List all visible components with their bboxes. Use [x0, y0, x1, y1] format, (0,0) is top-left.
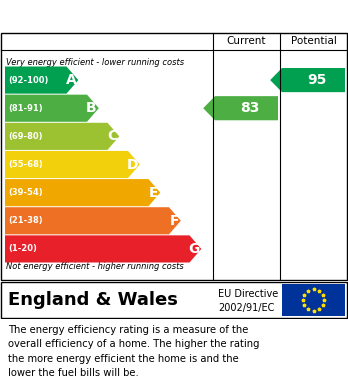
- Text: Potential: Potential: [291, 36, 337, 46]
- Polygon shape: [270, 68, 345, 92]
- Text: F: F: [169, 214, 179, 228]
- Polygon shape: [5, 95, 99, 122]
- Polygon shape: [5, 179, 160, 206]
- Text: Very energy efficient - lower running costs: Very energy efficient - lower running co…: [6, 58, 184, 67]
- Polygon shape: [5, 151, 140, 178]
- Text: (92-100): (92-100): [8, 75, 48, 84]
- Polygon shape: [5, 235, 201, 262]
- Polygon shape: [5, 123, 119, 150]
- Text: EU Directive: EU Directive: [218, 289, 278, 299]
- Polygon shape: [5, 66, 78, 93]
- Text: (55-68): (55-68): [8, 160, 43, 169]
- Text: Energy Efficiency Rating: Energy Efficiency Rating: [8, 9, 218, 23]
- Polygon shape: [5, 207, 181, 234]
- Text: England & Wales: England & Wales: [8, 291, 178, 309]
- Text: The energy efficiency rating is a measure of the
overall efficiency of a home. T: The energy efficiency rating is a measur…: [8, 325, 260, 378]
- Text: 83: 83: [240, 101, 259, 115]
- Text: (39-54): (39-54): [8, 188, 42, 197]
- Text: (81-91): (81-91): [8, 104, 42, 113]
- Text: C: C: [107, 129, 117, 143]
- Text: (1-20): (1-20): [8, 244, 37, 253]
- Text: (21-38): (21-38): [8, 216, 42, 225]
- Bar: [282, 284, 345, 316]
- Text: 95: 95: [307, 73, 326, 87]
- Polygon shape: [203, 96, 278, 120]
- Text: Current: Current: [227, 36, 266, 46]
- Text: E: E: [149, 186, 158, 200]
- Text: 2002/91/EC: 2002/91/EC: [218, 303, 274, 312]
- Text: Not energy efficient - higher running costs: Not energy efficient - higher running co…: [6, 262, 184, 271]
- Text: (69-80): (69-80): [8, 132, 42, 141]
- Text: D: D: [126, 158, 138, 172]
- Text: B: B: [86, 101, 97, 115]
- Text: G: G: [188, 242, 199, 256]
- Text: A: A: [65, 73, 76, 87]
